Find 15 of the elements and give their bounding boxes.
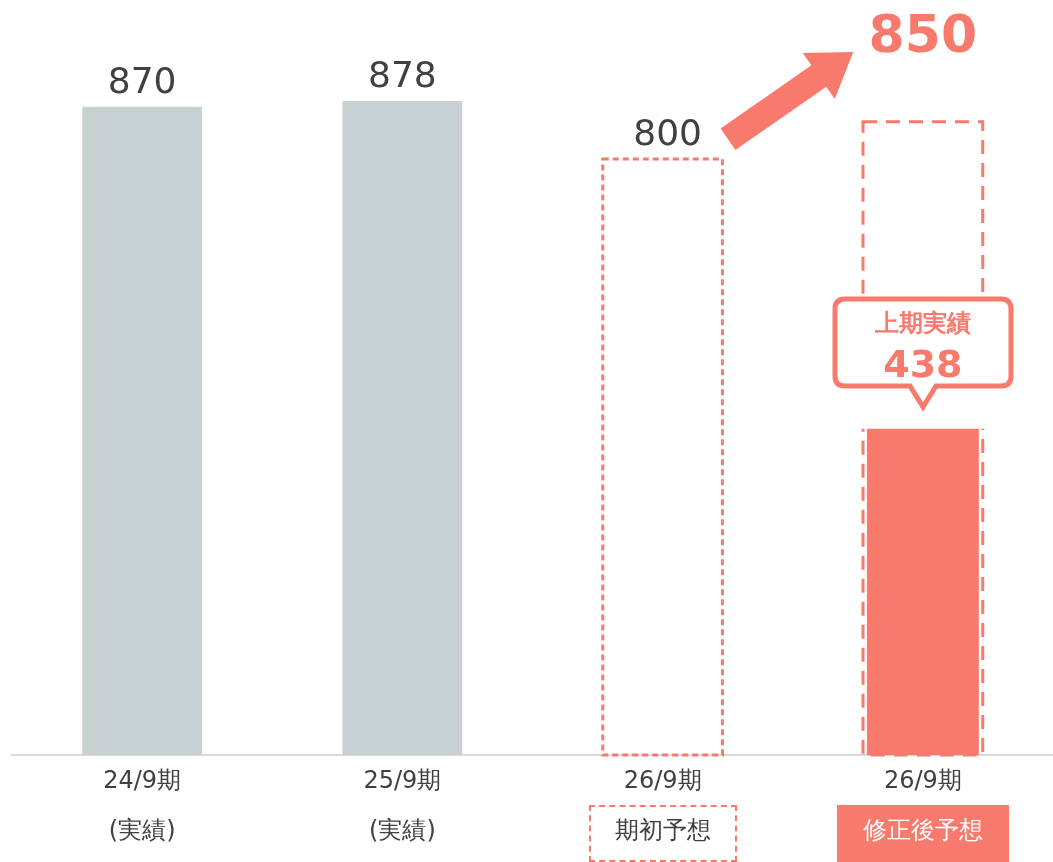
data-label: 878 xyxy=(368,53,437,95)
annotation: 上期実績 xyxy=(873,308,971,337)
x-tick-label: 25/9期 (実績) xyxy=(363,766,442,845)
bar xyxy=(601,157,724,757)
data-label: 438 xyxy=(883,341,963,386)
x-tick-label: 26/9期 xyxy=(623,766,702,795)
x-tick-label: 26/9期 xyxy=(883,766,962,795)
data-label: 800 xyxy=(633,112,702,153)
bar xyxy=(82,106,202,755)
text: 期初予想 xyxy=(614,816,711,845)
data-label: 850 xyxy=(868,3,978,64)
x-tick-label: 24/9期 (実績) xyxy=(103,766,182,845)
data-label: 870 xyxy=(107,59,177,101)
bar xyxy=(342,100,463,755)
text: 修正後予想 xyxy=(862,816,983,845)
